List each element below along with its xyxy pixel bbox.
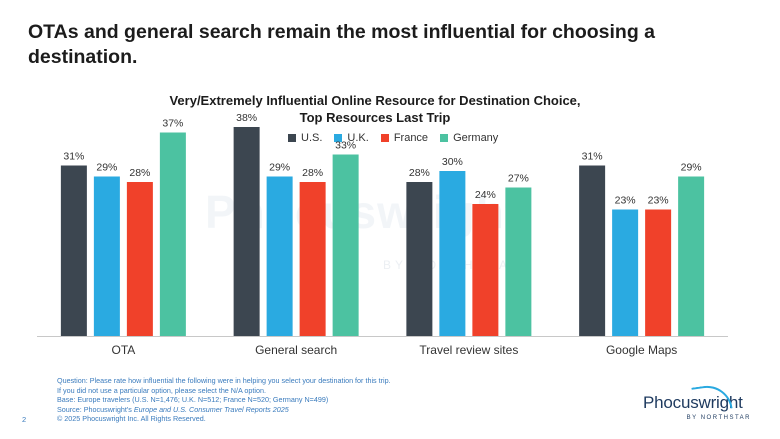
legend-swatch-germany (440, 134, 449, 142)
data-label-travel-review-sites-u-k: 30% (442, 156, 463, 168)
data-label-general-search-france: 28% (302, 167, 323, 179)
category-label-google-maps: Google Maps (606, 343, 677, 357)
legend-label-uk: U.K. (347, 132, 369, 144)
bar-ota-france (126, 182, 153, 336)
data-label-travel-review-sites-france: 24% (475, 189, 496, 201)
legend-label-us: U.S. (301, 132, 323, 144)
chart-title-line-1: Very/Extremely Influential Online Resour… (169, 93, 581, 108)
bar-travel-review-sites-u-s (406, 182, 433, 336)
footnote-instruction: If you did not use a particular option, … (57, 385, 266, 395)
data-label-general-search-germany: 33% (335, 140, 356, 152)
bar-general-search-u-k (266, 176, 293, 336)
data-label-general-search-u-k: 29% (269, 162, 290, 174)
page-headline: OTAs and general search remain the most … (28, 21, 656, 68)
data-label-google-maps-france: 23% (648, 195, 669, 207)
logo-name: Phocuswright (643, 393, 743, 412)
bar-google-maps-france (645, 209, 672, 336)
bar-travel-review-sites-germany (505, 187, 532, 336)
legend-item-france: France (380, 132, 429, 144)
footnote: Question: Please rate how influential th… (57, 376, 577, 424)
legend-swatch-france (380, 134, 389, 142)
legend-item-us: U.S. (288, 132, 322, 144)
category-label-ota: OTA (111, 343, 135, 357)
phocuswright-logo: Phocuswright BY NORTHSTAR (643, 382, 763, 421)
legend-item-uk: U.K. (334, 132, 369, 144)
legend-item-germany: Germany (440, 132, 498, 144)
data-label-google-maps-germany: 29% (681, 162, 702, 174)
footnote-source: Source: Phocuswright's Europe and U.S. C… (57, 405, 577, 415)
category-label-travel-review-sites: Travel review sites (419, 343, 518, 357)
data-label-google-maps-u-k: 23% (615, 195, 636, 207)
bar-ota-u-k (93, 176, 120, 336)
bar-ota-germany (159, 132, 186, 336)
chart-title-line-2: Top Resources Last Trip (299, 110, 451, 125)
bar-travel-review-sites-france (472, 204, 499, 336)
chart-legend: U.S. U.K. France Germany (288, 131, 498, 145)
legend-swatch-us (288, 134, 296, 142)
bar-general-search-u-s (233, 127, 260, 336)
data-label-ota-france: 28% (129, 167, 150, 179)
footnote-question: Question: Please rate how influential th… (57, 376, 391, 385)
legend-label-germany: Germany (453, 132, 499, 144)
bar-travel-review-sites-u-k (439, 171, 466, 336)
bar-general-search-france (299, 182, 326, 336)
bar-general-search-germany (332, 154, 359, 336)
legend-swatch-uk (334, 134, 343, 142)
data-label-ota-u-s: 31% (63, 151, 84, 163)
footnote-base: Base: Europe travelers (U.S. N=1,476; U.… (57, 395, 329, 405)
data-label-travel-review-sites-u-s: 28% (409, 167, 430, 179)
legend-label-france: France (393, 132, 429, 144)
bar-ota-u-s (60, 165, 87, 336)
data-label-travel-review-sites-germany: 27% (508, 173, 529, 185)
data-label-general-search-u-s: 38% (236, 112, 257, 124)
category-label-general-search: General search (255, 343, 337, 357)
bar-google-maps-u-s (579, 165, 606, 336)
data-label-google-maps-u-s: 31% (582, 151, 603, 163)
logo-tagline: BY NORTHSTAR (686, 415, 751, 421)
page-number: 2 (22, 415, 27, 424)
data-label-ota-germany: 37% (162, 118, 183, 130)
chart-title: Very/Extremely Influential Online Resour… (150, 92, 600, 126)
footnote-copyright: © 2025 Phocuswright Inc. All Rights Rese… (57, 414, 206, 424)
footnote-source-prefix: Source: Phocuswright's (57, 404, 134, 414)
bar-google-maps-u-k (612, 209, 639, 336)
footnote-source-title: Europe and U.S. Consumer Travel Reports … (133, 404, 289, 414)
bar-google-maps-germany (678, 176, 705, 336)
data-label-ota-u-k: 29% (96, 162, 117, 174)
